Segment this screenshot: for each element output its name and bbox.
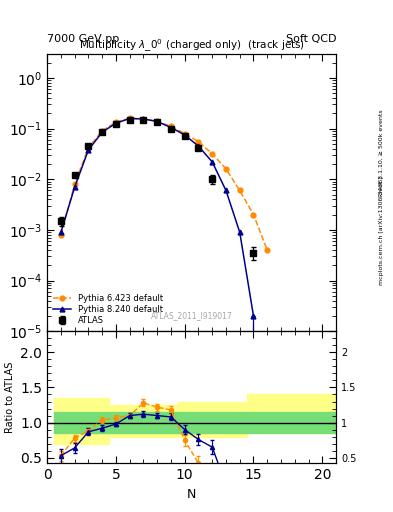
Pythia 6.423 default — [155, 118, 160, 124]
Pythia 8.240 default — [196, 143, 201, 149]
Pythia 8.240 default — [210, 159, 215, 165]
Pythia 6.423 default — [224, 166, 228, 172]
Pythia 6.423 default — [210, 151, 215, 157]
Line: Pythia 8.240 default: Pythia 8.240 default — [59, 116, 242, 234]
Pythia 6.423 default — [251, 211, 256, 218]
Pythia 8.240 default — [86, 147, 91, 153]
Text: mcplots.cern.ch [arXiv:1306.3436]: mcplots.cern.ch [arXiv:1306.3436] — [379, 176, 384, 285]
Text: 7000 GeV pp: 7000 GeV pp — [47, 33, 119, 44]
Pythia 8.240 default — [141, 116, 146, 122]
Pythia 8.240 default — [237, 229, 242, 236]
Pythia 6.423 default — [114, 119, 118, 125]
X-axis label: N: N — [187, 488, 196, 501]
Title: Multiplicity $\lambda\_0^0$ (charged only)  (track jets): Multiplicity $\lambda\_0^0$ (charged onl… — [79, 37, 305, 54]
Pythia 8.240 default — [169, 124, 173, 131]
Pythia 6.423 default — [265, 247, 270, 253]
Pythia 6.423 default — [169, 123, 173, 130]
Pythia 8.240 default — [100, 129, 105, 135]
Pythia 6.423 default — [86, 144, 91, 151]
Legend: Pythia 6.423 default, Pythia 8.240 default, ATLAS: Pythia 6.423 default, Pythia 8.240 defau… — [51, 292, 165, 327]
Text: Soft QCD: Soft QCD — [286, 33, 336, 44]
Pythia 6.423 default — [141, 116, 146, 122]
Pythia 6.423 default — [237, 187, 242, 194]
Pythia 6.423 default — [182, 131, 187, 137]
Pythia 8.240 default — [182, 132, 187, 138]
Y-axis label: Ratio to ATLAS: Ratio to ATLAS — [5, 361, 15, 433]
Pythia 6.423 default — [72, 181, 77, 187]
Pythia 6.423 default — [59, 232, 63, 238]
Pythia 8.240 default — [155, 118, 160, 124]
Pythia 6.423 default — [196, 139, 201, 145]
Pythia 8.240 default — [59, 229, 63, 236]
Pythia 6.423 default — [127, 115, 132, 121]
Pythia 8.240 default — [72, 184, 77, 190]
Text: ATLAS_2011_I919017: ATLAS_2011_I919017 — [151, 311, 233, 320]
Pythia 8.240 default — [224, 187, 228, 194]
Pythia 8.240 default — [127, 115, 132, 121]
Pythia 8.240 default — [114, 120, 118, 126]
Line: Pythia 6.423 default: Pythia 6.423 default — [59, 116, 270, 252]
Pythia 6.423 default — [100, 128, 105, 134]
Text: Rivet 3.1.10, ≥ 500k events: Rivet 3.1.10, ≥ 500k events — [379, 110, 384, 198]
